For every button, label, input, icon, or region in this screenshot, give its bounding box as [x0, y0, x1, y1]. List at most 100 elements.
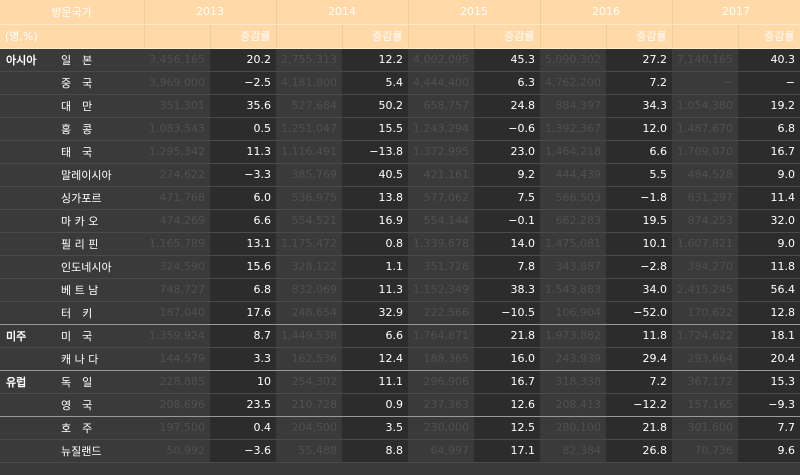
visitor-count-cell: 1,054,380 [672, 94, 739, 118]
change-rate-cell: 0.8 [342, 232, 409, 256]
change-subheader: 증감률 [210, 24, 277, 49]
visitor-count-cell: 274,622 [144, 163, 211, 187]
visitor-count-cell: 554,144 [408, 209, 475, 233]
visitor-count-cell: 658,757 [408, 94, 475, 118]
change-rate-cell: 9.6 [738, 439, 800, 463]
change-rate-cell: 12.0 [606, 117, 673, 141]
change-rate-cell: 24.8 [474, 94, 541, 118]
visitor-count-cell: 210,728 [276, 393, 343, 417]
visitor-count-cell: 444,439 [540, 163, 607, 187]
change-rate-cell: 11.3 [342, 278, 409, 302]
visitor-count-cell: 1,392,367 [540, 117, 607, 141]
table-row: 홍 콩 1,083,543 0.5 1,251,047 15.5 1,243,294 −0.… [0, 117, 800, 141]
visitor-count-cell: 208,696 [144, 393, 211, 417]
visitor-count-cell: 296,906 [408, 370, 475, 394]
change-rate-cell: 6.6 [606, 140, 673, 164]
country-cell: 태 국 [57, 140, 145, 164]
change-rate-cell: 13.1 [210, 232, 277, 256]
visitor-count-cell: − [672, 71, 739, 95]
visitor-count-cell: 1,607,821 [672, 232, 739, 256]
visitor-count-cell: 1,449,538 [276, 324, 343, 348]
change-rate-cell: 6.0 [210, 186, 277, 210]
visitor-count-cell: 1,475,081 [540, 232, 607, 256]
change-rate-cell: 40.3 [738, 48, 800, 72]
change-rate-cell: 10.1 [606, 232, 673, 256]
change-rate-cell: 6.3 [474, 71, 541, 95]
visitor-count-cell: 1,464,218 [540, 140, 607, 164]
table-row: 미주 미 국 1,359,924 8.7 1,449,538 6.6 1,764,871 21… [0, 324, 800, 348]
visitor-count-cell: 301,600 [672, 416, 739, 440]
change-rate-cell: 19.5 [606, 209, 673, 233]
country-cell: 일 본 [57, 48, 145, 72]
visitor-count-cell: 566,503 [540, 186, 607, 210]
change-rate-cell: 7.5 [474, 186, 541, 210]
change-rate-cell: −10.5 [474, 301, 541, 325]
year-header-2016: 2016 [540, 0, 673, 25]
change-rate-cell: 20.4 [738, 347, 800, 371]
region-cell [0, 140, 57, 164]
visitor-count-cell: 55,488 [276, 439, 343, 463]
change-rate-cell: 7.8 [474, 255, 541, 279]
visitor-count-cell: 208,413 [540, 393, 607, 417]
visitor-count-cell: 527,684 [276, 94, 343, 118]
table-row: 대 만 351,301 35.6 527,684 50.2 658,757 24.8 884,… [0, 94, 800, 118]
region-cell [0, 232, 57, 256]
visitor-count-cell: 157,165 [672, 393, 739, 417]
change-rate-cell: 3.5 [342, 416, 409, 440]
change-rate-cell: −0.6 [474, 117, 541, 141]
visitor-count-cell: 230,000 [408, 416, 475, 440]
visitor-count-cell: 474,269 [144, 209, 211, 233]
visitor-count-cell: 471,768 [144, 186, 211, 210]
change-rate-cell: 12.4 [342, 347, 409, 371]
visitor-count-cell: 293,664 [672, 347, 739, 371]
change-rate-cell: 40.5 [342, 163, 409, 187]
change-rate-cell: 26.8 [606, 439, 673, 463]
change-rate-cell: −2.5 [210, 71, 277, 95]
change-rate-cell: 12.2 [342, 48, 409, 72]
change-subheader: 증감률 [738, 24, 800, 49]
country-column-header: 방문국가 [0, 0, 145, 25]
visitor-count-cell: 248,654 [276, 301, 343, 325]
change-rate-cell: −13.8 [342, 140, 409, 164]
region-cell [0, 278, 57, 302]
visitors-subheader [408, 24, 475, 49]
table-row: 중 국 3,969,000 −2.5 4,181,800 5.4 4,444,400 6.3… [0, 71, 800, 95]
change-rate-cell: − [738, 71, 800, 95]
change-rate-cell: 14.0 [474, 232, 541, 256]
visitor-count-cell: 1,152,349 [408, 278, 475, 302]
table-row: 마 카 오 474,269 6.6 554,521 16.9 554,144 −0.1 662… [0, 209, 800, 233]
change-rate-cell: 50.2 [342, 94, 409, 118]
visitor-count-cell: 82,384 [540, 439, 607, 463]
visitor-count-cell: 1,359,924 [144, 324, 211, 348]
visitor-count-cell: 1,487,670 [672, 117, 739, 141]
change-subheader: 증감률 [606, 24, 673, 49]
visitor-count-cell: 4,002,095 [408, 48, 475, 72]
visitor-count-cell: 4,762,200 [540, 71, 607, 95]
change-rate-cell: 19.2 [738, 94, 800, 118]
visitors-subheader [276, 24, 343, 49]
table-row: 인도네시아 324,590 15.6 328,122 1.1 351,728 7.8 343,… [0, 255, 800, 279]
visitors-subheader [540, 24, 607, 49]
change-rate-cell: −12.2 [606, 393, 673, 417]
visitor-count-cell: 351,728 [408, 255, 475, 279]
visitor-count-cell: 162,536 [276, 347, 343, 371]
visitor-count-cell: 1,243,294 [408, 117, 475, 141]
change-rate-cell: −2.8 [606, 255, 673, 279]
table-row: 터 키 187,040 17.6 248,654 32.9 222,566 −10.5 106… [0, 301, 800, 325]
visitor-count-cell: 50,992 [144, 439, 211, 463]
country-cell: 독 일 [57, 370, 145, 394]
region-cell [0, 71, 57, 95]
visitor-count-cell: 367,172 [672, 370, 739, 394]
change-rate-cell: 20.2 [210, 48, 277, 72]
table-row: 영 국 208,696 23.5 210,728 0.9 237,363 12.6 208,4… [0, 393, 800, 417]
visitor-count-cell: 70,736 [672, 439, 739, 463]
visitor-count-cell: 1,175,472 [276, 232, 343, 256]
change-subheader: 증감률 [342, 24, 409, 49]
change-rate-cell: 8.7 [210, 324, 277, 348]
change-rate-cell: 7.2 [606, 71, 673, 95]
country-cell: 영 국 [57, 393, 145, 417]
visitor-count-cell: 1,251,047 [276, 117, 343, 141]
change-rate-cell: −9.3 [738, 393, 800, 417]
change-rate-cell: 11.1 [342, 370, 409, 394]
change-rate-cell: 6.6 [210, 209, 277, 233]
